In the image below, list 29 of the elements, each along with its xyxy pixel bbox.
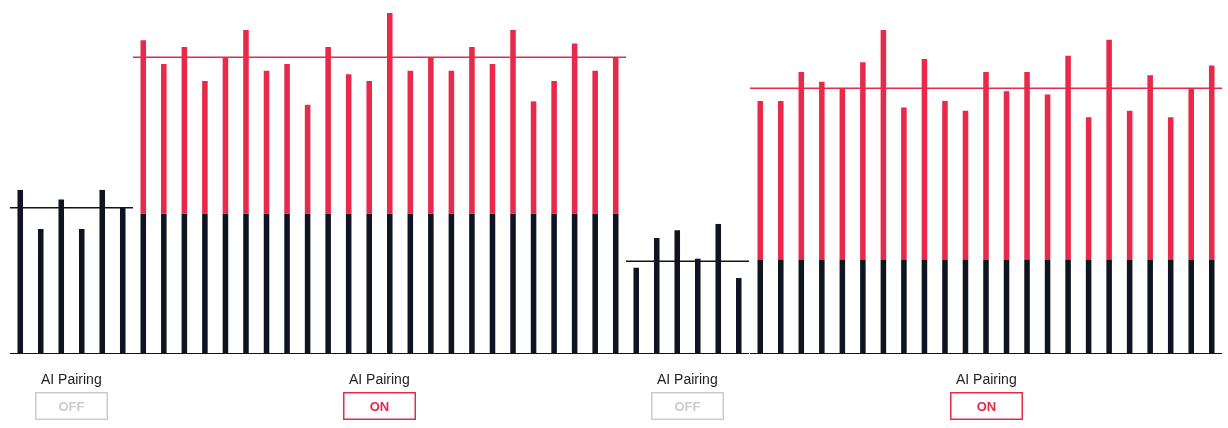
- text: ON: [370, 398, 390, 414]
- bar: [202, 81, 208, 214]
- x-axis-title: AI Pairing: [955, 371, 1017, 387]
- bar: [1126, 110, 1132, 260]
- bar: [1167, 117, 1173, 260]
- x-axis-title: AI Pairing: [41, 371, 102, 387]
- bar: [962, 110, 968, 260]
- x-axis-title: AI Pairing: [349, 371, 410, 387]
- bar: [366, 81, 373, 214]
- bar: [490, 64, 496, 214]
- bar: [551, 81, 558, 214]
- bar: [1003, 91, 1009, 260]
- bar: [777, 101, 784, 260]
- bar: [264, 70, 270, 214]
- bar: [531, 101, 537, 214]
- bar: [592, 70, 599, 214]
- bar: [941, 101, 948, 260]
- bar: [346, 74, 352, 214]
- bar: [407, 70, 414, 214]
- bar: [900, 107, 907, 260]
- bar: [756, 101, 763, 260]
- bar: [161, 64, 167, 214]
- x-axis-title: AI Pairing: [657, 371, 718, 387]
- bar: [448, 70, 455, 214]
- bar: [284, 64, 291, 214]
- bar: [1044, 94, 1050, 260]
- bar: [1085, 117, 1091, 260]
- text: ON: [976, 398, 996, 414]
- bar: [305, 104, 311, 214]
